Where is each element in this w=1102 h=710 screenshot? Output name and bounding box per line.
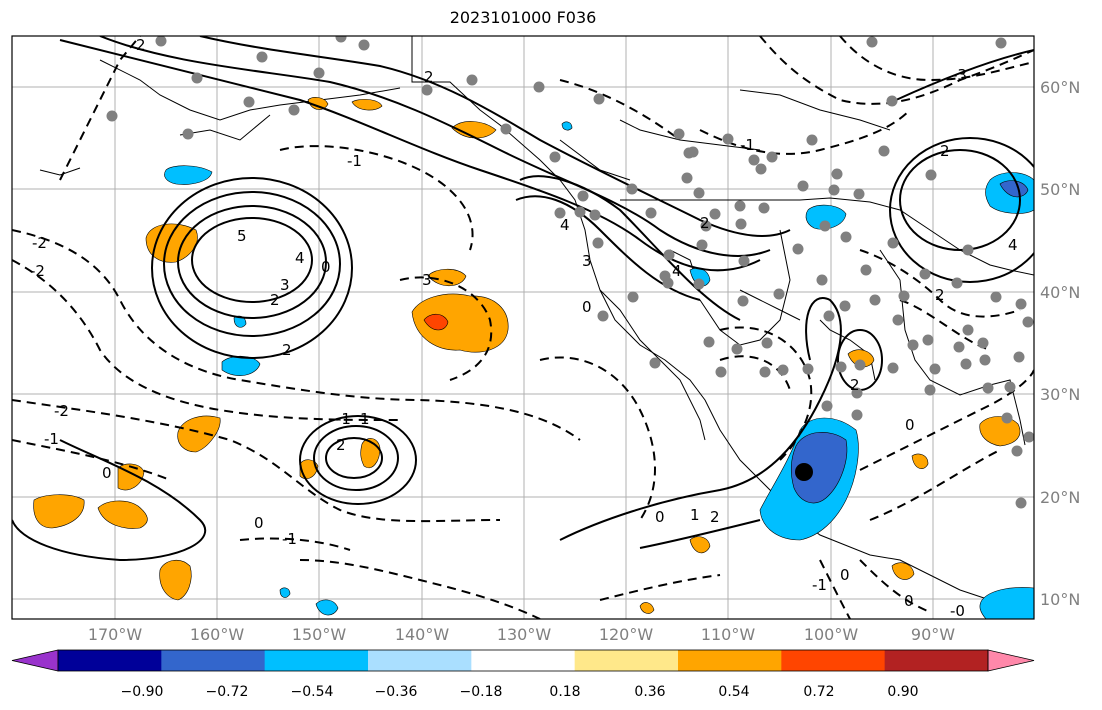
contour-label: -1	[282, 530, 297, 548]
contour-label: 2	[282, 341, 292, 359]
contour-label: 0	[582, 298, 592, 316]
lon-label: 140°W	[395, 625, 450, 644]
colorbar-extend-low	[11, 649, 59, 672]
colorbar-tick-label: 0.18	[549, 684, 580, 700]
colorbar-segment	[471, 650, 576, 671]
lon-label: 150°W	[292, 625, 347, 644]
lat-label: 40°N	[1040, 283, 1080, 302]
lat-label: 60°N	[1040, 78, 1080, 97]
contour-label: 3	[280, 276, 290, 294]
station-dots	[106, 36, 1034, 509]
colorbar-tick-label: −0.18	[460, 684, 503, 700]
map-title: 2023101000 F036	[449, 8, 597, 27]
latitude-labels: 60°N 50°N 40°N 30°N 20°N 10°N	[1040, 78, 1080, 609]
contour-label: 4	[1008, 236, 1018, 254]
contour-label: 4	[560, 216, 570, 234]
colorbar-segment	[678, 650, 782, 671]
longitude-labels: 170°W 160°W 150°W 140°W 130°W 120°W 110°…	[88, 625, 955, 644]
lon-label: 100°W	[804, 625, 859, 644]
contour-label: 1	[360, 410, 370, 428]
lat-label: 10°N	[1040, 590, 1080, 609]
colorbar-segment	[368, 650, 472, 671]
lon-label: 90°W	[911, 625, 955, 644]
colorbar-segment	[884, 650, 989, 671]
contour-label: 0	[905, 416, 915, 434]
contour-label: 4	[672, 262, 682, 280]
lat-label: 50°N	[1040, 180, 1080, 199]
colorbar-ticks: −0.90 −0.72 −0.54 −0.36 −0.18 0.18 0.36 …	[121, 684, 919, 700]
colorbar-tick-label: −0.36	[375, 684, 418, 700]
colorbar-tick-label: 0.72	[803, 684, 834, 700]
contour-label: 2	[700, 214, 710, 232]
contour-label: 0	[840, 566, 850, 584]
lon-label: 120°W	[599, 625, 654, 644]
contour-label: 5	[237, 227, 247, 245]
shading-positive	[33, 97, 1021, 614]
colorbar-tick-label: 0.90	[887, 684, 918, 700]
contour-label: 0	[321, 258, 331, 276]
colorbar-segment	[264, 650, 369, 671]
coastlines	[39, 36, 1034, 611]
colorbar-segment	[574, 650, 679, 671]
contour-label: 0	[102, 464, 112, 482]
contour-label: 2	[424, 68, 434, 86]
contour-label: 2	[270, 291, 280, 309]
colorbar	[11, 649, 1035, 672]
map-content: 5 4 3 2 0 2 -1 3 -2 -1 0 1 2 -1 0 -1 0 1…	[12, 36, 1034, 620]
colorbar-tick-label: −0.54	[291, 684, 334, 700]
contour-label: -1	[336, 410, 351, 428]
contours-dashed	[12, 36, 1034, 619]
colorbar-tick-label: −0.72	[206, 684, 249, 700]
map-frame	[11, 35, 1035, 620]
contour-label: 2	[850, 376, 860, 394]
contour-label: 2	[935, 286, 945, 304]
contour-label: -2	[54, 402, 69, 420]
contour-label: 2	[136, 36, 146, 54]
lon-label: 130°W	[497, 625, 552, 644]
contour-label: 2	[940, 142, 950, 160]
storm-center-marker	[795, 463, 813, 481]
contour-label: 0	[254, 514, 264, 532]
colorbar-segment	[58, 650, 162, 671]
contour-labels: 5 4 3 2 0 2 -1 3 -2 -1 0 1 2 -1 0 -1 0 1…	[30, 36, 1018, 620]
colorbar-tick-label: 0.54	[718, 684, 749, 700]
colorbar-frame	[57, 649, 989, 672]
contour-label: -1	[812, 576, 827, 594]
lon-label: 160°W	[190, 625, 245, 644]
contours-solid	[12, 36, 1034, 562]
map-background	[12, 36, 1034, 619]
shading-negative	[164, 121, 1034, 619]
contour-label: 0	[655, 508, 665, 526]
contour-label: 3	[422, 271, 432, 289]
contour-label: -1	[347, 152, 362, 170]
colorbar-segment	[781, 650, 886, 671]
contour-label: -2	[30, 262, 45, 280]
colorbar-tick-label: −0.90	[121, 684, 164, 700]
lon-label: 170°W	[88, 625, 143, 644]
contour-label: 3	[582, 252, 592, 270]
contour-label: 4	[295, 249, 305, 267]
contour-label: -0	[950, 602, 965, 620]
lat-label: 30°N	[1040, 385, 1080, 404]
contour-label: -1	[740, 136, 755, 154]
contour-label: 2	[710, 508, 720, 526]
colorbar-segment	[161, 650, 266, 671]
contour-label: 0	[904, 592, 914, 610]
contour-label: -3	[952, 66, 967, 84]
colorbar-tick-label: 0.36	[634, 684, 665, 700]
lat-label: 20°N	[1040, 488, 1080, 507]
colorbar-extend-high	[987, 649, 1035, 672]
contour-label: 1	[690, 506, 700, 524]
contour-label: -2	[32, 234, 47, 252]
contour-label: -1	[44, 430, 59, 448]
contour-label: 2	[336, 436, 346, 454]
lon-label: 110°W	[701, 625, 756, 644]
